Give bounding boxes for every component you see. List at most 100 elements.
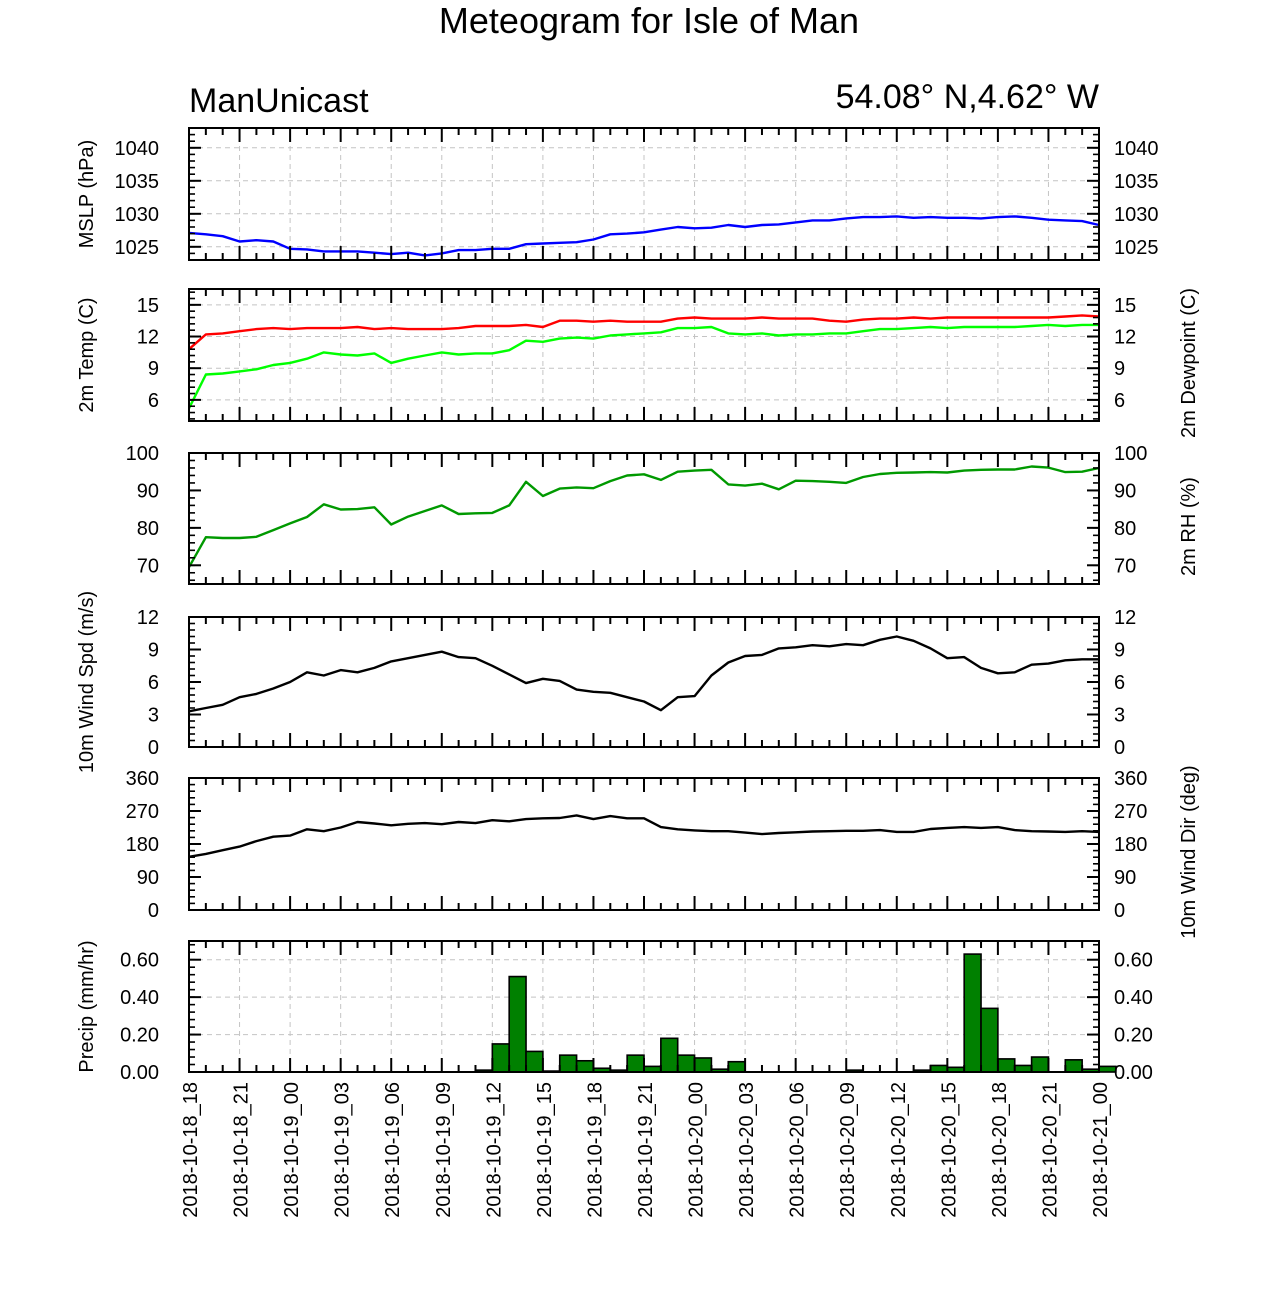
y-tick-label: 9: [1114, 358, 1125, 380]
time-tick-label: 2018-10-18_18: [180, 1082, 202, 1218]
time-tick-label: 2018-10-20_09: [837, 1082, 859, 1218]
wind-series-line: [188, 635, 1099, 713]
precip-bar: [963, 953, 982, 1073]
location-coordinates: 54.08° N,4.62° W: [836, 78, 1099, 116]
y-tick-label: 0: [1114, 737, 1125, 759]
y-tick-label: 6: [148, 390, 159, 412]
precip-bar: [525, 1050, 544, 1073]
relative-humidity-panel: 70 70 80 80 90 90 100 100 2m RH (%): [126, 443, 1200, 585]
y-tick-label: 0.60: [1114, 950, 1153, 972]
time-tick-label: 2018-10-21_00: [1090, 1082, 1112, 1218]
y-tick-label: 0.40: [120, 987, 159, 1009]
y-tick-label: 0.20: [120, 1025, 159, 1047]
y-tick-label: 0.00: [120, 1062, 159, 1084]
y-tick-label: 80: [137, 518, 159, 540]
time-tick-label: 2018-10-19_06: [382, 1082, 404, 1218]
precip-bar: [558, 1054, 578, 1073]
precip-bar: [727, 1060, 746, 1073]
y-tick-label: 3: [1114, 705, 1125, 727]
y-tick-label: 270: [1114, 801, 1147, 823]
y-tick-label: 1030: [1114, 204, 1159, 226]
temp-series-line: [188, 314, 1100, 351]
y-tick-label: 90: [137, 867, 159, 889]
mslp-panel: 1025 1025 1030 1030 1035 1035 1040 1040 MSLP (hP…: [76, 127, 1159, 261]
y-tick-label: 9: [148, 640, 159, 662]
y-tick-label: 9: [1114, 640, 1125, 662]
y-tick-label: 100: [1114, 443, 1147, 465]
precip-bar: [508, 975, 527, 1073]
chart-title: Meteogram for Isle of Man: [439, 0, 859, 41]
time-tick-label: 2018-10-20_03: [736, 1082, 758, 1218]
y-tick-label: 6: [148, 672, 159, 694]
y-tick-label: 90: [1114, 867, 1136, 889]
y-tick-label: 90: [137, 480, 159, 502]
time-tick-label: 2018-10-19_21: [635, 1082, 657, 1218]
wind-series-line: [188, 814, 1100, 858]
precip-bar: [626, 1054, 645, 1073]
y-tick-label: 15: [1114, 295, 1136, 317]
wind-speed-panel: 0 0 3 3 6 6 9 9 12 12 10m Wind Spd (m/s): [76, 591, 1136, 773]
y-tick-label: 100: [126, 443, 159, 465]
time-tick-label: 2018-10-19_15: [534, 1082, 556, 1218]
precip-bar: [1064, 1059, 1083, 1073]
y-axis-label-right: 2m Dewpoint (C): [1178, 288, 1200, 438]
model-name: ManUnicast: [189, 82, 369, 120]
y-tick-label: 0.40: [1114, 987, 1153, 1009]
y-tick-label: 15: [137, 295, 159, 317]
y-tick-label: 270: [126, 801, 159, 823]
temperature-dewpoint-panel: 6 6 9 9 12 12 15 15 2m Temp (C) 2m Dewpoint (C): [76, 288, 1200, 438]
y-axis-label-left: Precip (mm/hr): [76, 940, 98, 1072]
y-tick-label: 1040: [1114, 138, 1159, 160]
y-tick-label: 1040: [115, 138, 160, 160]
y-tick-label: 90: [1114, 480, 1136, 502]
y-tick-label: 70: [137, 555, 159, 577]
precip-bar: [491, 1043, 510, 1073]
y-tick-label: 6: [1114, 390, 1125, 412]
y-axis-label-left: 2m Temp (C): [76, 297, 98, 412]
y-tick-label: 1030: [115, 204, 160, 226]
y-axis-label-right: 2m RH (%): [1178, 477, 1200, 576]
y-axis-label-left: 10m Wind Spd (m/s): [76, 591, 98, 773]
y-tick-label: 3: [148, 705, 159, 727]
panel-frame: [188, 616, 1100, 748]
panel-frame: [188, 777, 1100, 911]
rh-series-line: [187, 465, 1100, 568]
y-tick-label: 0.60: [120, 950, 159, 972]
precip-bar: [660, 1037, 679, 1073]
y-tick-label: 0: [148, 900, 159, 922]
precip-bar: [575, 1059, 595, 1073]
y-tick-label: 70: [1114, 555, 1136, 577]
y-tick-label: 0.00: [1114, 1062, 1153, 1084]
time-tick-label: 2018-10-20_12: [888, 1082, 910, 1218]
time-tick-label: 2018-10-19_00: [281, 1082, 303, 1218]
time-tick-label: 2018-10-18_21: [231, 1082, 253, 1218]
time-tick-label: 2018-10-19_03: [332, 1082, 354, 1218]
y-tick-label: 6: [1114, 672, 1125, 694]
y-axis-label-left: MSLP (hPa): [76, 140, 98, 249]
wind-direction-panel: 0 0 90 90 180 180 270 270 360 360 10m Wind Dir (de…: [126, 765, 1200, 938]
time-tick-label: 2018-10-19_09: [433, 1082, 455, 1218]
y-tick-label: 80: [1114, 518, 1136, 540]
precip-bar: [997, 1058, 1016, 1073]
y-tick-label: 0: [1114, 900, 1125, 922]
y-tick-label: 1025: [1114, 237, 1159, 259]
y-tick-label: 360: [1114, 768, 1147, 790]
panels: 1025 1025 1030 1030 1035 1035 1040 1040 MSLP (hP…: [76, 127, 1200, 1218]
y-tick-label: 360: [126, 768, 159, 790]
y-axis-label-right: 10m Wind Dir (deg): [1178, 765, 1200, 938]
y-tick-label: 12: [137, 607, 159, 629]
y-tick-label: 12: [1114, 607, 1136, 629]
precipitation-panel: 0.00 0.00 0.20 0.20 0.40 0.40 0.60 0.60 Precip (…: [76, 940, 1153, 1084]
precip-bar: [676, 1054, 696, 1073]
y-tick-label: 1035: [115, 171, 160, 193]
dewpoint-series-line: [187, 323, 1099, 409]
time-tick-label: 2018-10-20_15: [938, 1082, 960, 1218]
precip-bar: [693, 1057, 713, 1073]
y-tick-label: 9: [148, 358, 159, 380]
time-tick-label: 2018-10-20_18: [989, 1082, 1011, 1218]
time-tick-label: 2018-10-20_00: [686, 1082, 708, 1218]
time-axis-labels: 2018-10-18_18 2018-10-18_21 2018-10-19_00 2…: [180, 1082, 1112, 1218]
y-tick-label: 1035: [1114, 171, 1159, 193]
y-tick-label: 180: [1114, 834, 1147, 856]
